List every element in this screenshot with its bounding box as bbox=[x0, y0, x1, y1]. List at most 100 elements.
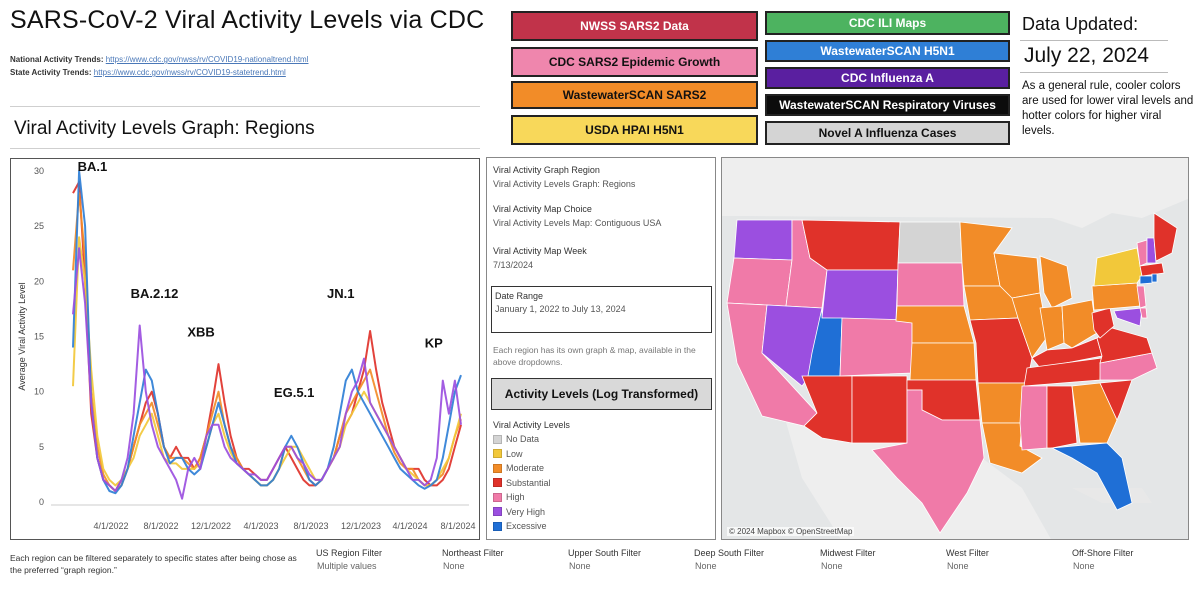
filter-off-shore-filter[interactable]: Off-Shore Filter None bbox=[1072, 548, 1133, 571]
region-note: Each region has its own graph & map, ava… bbox=[493, 345, 696, 367]
divider bbox=[1020, 40, 1168, 41]
cdc-sars2-epidemic-growth-button[interactable]: CDC SARS2 Epidemic Growth bbox=[511, 47, 758, 77]
state-trends-label: State Activity Trends: bbox=[10, 68, 92, 77]
state-mi[interactable] bbox=[1039, 255, 1073, 309]
state-mt[interactable] bbox=[801, 219, 901, 271]
nwss-sars2-data-button[interactable]: NWSS SARS2 Data bbox=[511, 11, 758, 41]
x-tick-label: 4/1/2022 bbox=[93, 521, 128, 531]
state-or[interactable] bbox=[726, 257, 793, 307]
legend-label: Excessive bbox=[506, 521, 547, 531]
filter-midwest-filter[interactable]: Midwest Filter None bbox=[820, 548, 876, 571]
state-me[interactable] bbox=[1153, 212, 1178, 262]
filter-label: West Filter bbox=[946, 548, 989, 558]
state-oh[interactable] bbox=[1061, 299, 1098, 349]
state-md[interactable] bbox=[1113, 307, 1143, 327]
legend-swatch bbox=[493, 492, 502, 502]
state-nj[interactable] bbox=[1136, 285, 1147, 309]
state-ms[interactable] bbox=[1019, 385, 1048, 451]
state-al[interactable] bbox=[1046, 385, 1078, 449]
filter-label: Midwest Filter bbox=[820, 548, 876, 558]
y-tick-label: 0 bbox=[39, 497, 44, 507]
state-nd[interactable] bbox=[897, 221, 963, 264]
legend-item[interactable]: Moderate bbox=[493, 463, 544, 473]
state-ri[interactable] bbox=[1151, 273, 1158, 283]
legend-item[interactable]: Very High bbox=[493, 507, 545, 517]
legend-item[interactable]: High bbox=[493, 492, 525, 502]
filter-label: US Region Filter bbox=[316, 548, 383, 558]
national-trends-label: National Activity Trends: bbox=[10, 55, 104, 64]
wastewaterscan-h5n1-button[interactable]: WastewaterSCAN H5N1 bbox=[765, 40, 1010, 62]
data-updated-date: July 22, 2024 bbox=[1024, 44, 1149, 67]
state-tx[interactable] bbox=[871, 389, 985, 534]
state-ks[interactable] bbox=[909, 342, 977, 381]
filter-west-filter[interactable]: West Filter None bbox=[946, 548, 989, 571]
y-tick-label: 20 bbox=[34, 276, 44, 286]
legend-item[interactable]: Low bbox=[493, 449, 523, 459]
map-attribution[interactable]: © 2024 Mapbox © OpenStreetMap bbox=[727, 527, 855, 536]
date-range-filter[interactable]: Date Range January 1, 2022 to July 13, 2… bbox=[491, 286, 712, 333]
cdc-ili-maps-button[interactable]: CDC ILI Maps bbox=[765, 11, 1010, 35]
state-wy[interactable] bbox=[821, 269, 899, 321]
filter-upper-south-filter[interactable]: Upper South Filter None bbox=[568, 548, 641, 571]
x-tick-label: 8/1/2022 bbox=[143, 521, 178, 531]
legend-item[interactable]: Substantial bbox=[493, 478, 551, 488]
state-nh[interactable] bbox=[1146, 237, 1157, 264]
legend-swatch bbox=[493, 434, 502, 444]
filter-deep-south-filter[interactable]: Deep South Filter None bbox=[694, 548, 764, 571]
filter-northeast-filter[interactable]: Northeast Filter None bbox=[442, 548, 504, 571]
state-ar[interactable] bbox=[977, 382, 1028, 424]
legend-swatch bbox=[493, 478, 502, 487]
state-sc[interactable] bbox=[1099, 379, 1133, 421]
state-de[interactable] bbox=[1139, 307, 1148, 319]
state-fl[interactable] bbox=[1050, 442, 1133, 511]
canada-land bbox=[722, 158, 1188, 228]
variant-annotation: BA.2.12 bbox=[131, 286, 179, 301]
variant-annotation: JN.1 bbox=[327, 286, 354, 301]
state-ct[interactable] bbox=[1139, 275, 1153, 285]
legend-label: No Data bbox=[506, 434, 540, 444]
cdc-influenza-a-button[interactable]: CDC Influenza A bbox=[765, 67, 1010, 89]
map-week-label: Viral Activity Map Week bbox=[493, 246, 587, 256]
legend-label: Low bbox=[506, 448, 523, 459]
state-trends-link[interactable]: https://www.cdc.gov/nwss/rv/COVID19-stat… bbox=[93, 68, 286, 77]
state-ma[interactable] bbox=[1139, 262, 1165, 277]
state-nm[interactable] bbox=[851, 375, 908, 444]
national-trends-link[interactable]: https://www.cdc.gov/nwss/rv/COVID19-nati… bbox=[105, 55, 309, 64]
graph-region-dropdown[interactable]: Viral Activity Levels Graph: Regions bbox=[493, 179, 636, 189]
wastewaterscan-sars2-button[interactable]: WastewaterSCAN SARS2 bbox=[511, 81, 758, 109]
variant-annotation: BA.1 bbox=[78, 159, 108, 174]
color-rule-text: As a general rule, cooler colors are use… bbox=[1022, 80, 1194, 137]
state-pa[interactable] bbox=[1091, 282, 1141, 311]
activity-levels-button[interactable]: Activity Levels (Log Transformed) bbox=[491, 378, 712, 410]
y-tick-label: 25 bbox=[34, 221, 44, 231]
state-trends-row: State Activity Trends: https://www.cdc.g… bbox=[10, 68, 286, 77]
filter-label: Deep South Filter bbox=[694, 548, 765, 558]
variant-annotation: EG.5.1 bbox=[274, 385, 314, 400]
legend-swatch bbox=[493, 507, 502, 516]
state-wa[interactable] bbox=[733, 219, 793, 261]
filter-value: None bbox=[947, 561, 969, 571]
map-week-dropdown[interactable]: 7/13/2024 bbox=[493, 260, 534, 270]
state-ga[interactable] bbox=[1071, 382, 1118, 444]
filter-us-region-filter[interactable]: US Region Filter Multiple values bbox=[316, 548, 382, 571]
filter-value: None bbox=[695, 561, 717, 571]
filter-value: None bbox=[821, 561, 843, 571]
divider bbox=[1020, 72, 1168, 73]
legend-item[interactable]: No Data bbox=[493, 434, 539, 444]
graph-region-label: Viral Activity Graph Region bbox=[493, 165, 600, 175]
national-trends-row: National Activity Trends: https://www.cd… bbox=[10, 55, 308, 64]
wastewaterscan-respiratory-viruses-button[interactable]: WastewaterSCAN Respiratory Viruses bbox=[765, 94, 1010, 116]
us-activity-map[interactable]: © 2024 Mapbox © OpenStreetMap bbox=[721, 157, 1189, 540]
state-co[interactable] bbox=[839, 317, 913, 377]
x-tick-label: 8/1/2023 bbox=[293, 521, 328, 531]
x-tick-label: 4/1/2023 bbox=[243, 521, 278, 531]
viral-activity-chart[interactable]: Average Viral Activity Level 0 5 10 15 20 25 30… bbox=[10, 158, 480, 540]
map-choice-dropdown[interactable]: Viral Activity Levels Map: Contiguous US… bbox=[493, 218, 662, 228]
y-tick-label: 5 bbox=[39, 442, 44, 452]
novel-a-influenza-cases-button[interactable]: Novel A Influenza Cases bbox=[765, 121, 1010, 145]
state-sd[interactable] bbox=[896, 262, 965, 307]
legend-item[interactable]: Excessive bbox=[493, 521, 547, 531]
state-ny[interactable] bbox=[1093, 247, 1143, 287]
state-il[interactable] bbox=[1011, 292, 1049, 359]
usda-hpai-h5n1-button[interactable]: USDA HPAI H5N1 bbox=[511, 115, 758, 145]
